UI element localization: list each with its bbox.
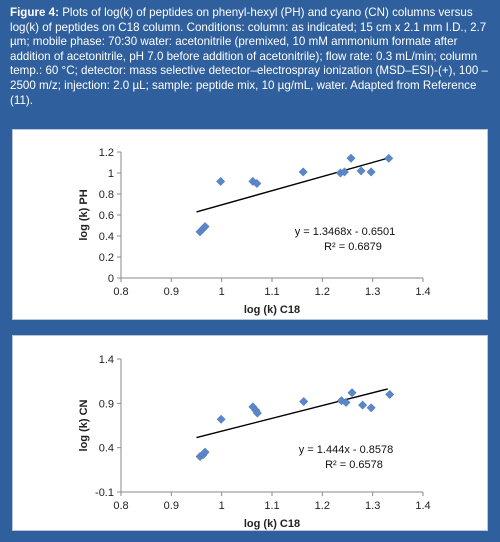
cn-equation: y = 1.444x - 0.8578 <box>299 444 393 456</box>
cn-x-tick-label: 1.4 <box>415 500 430 512</box>
ph-y-tick-label: 0 <box>108 273 114 285</box>
ph-y-axis-label: log (k) PH <box>78 189 90 240</box>
cn-data-point <box>341 397 351 408</box>
cn-data-point <box>358 400 368 410</box>
caption-body: Plots of log(k) of peptides on phenyl-he… <box>10 6 488 107</box>
ph-data-point <box>298 167 308 177</box>
cn-x-tick-label: 1.3 <box>365 500 380 512</box>
ph-x-tick-label: 0.8 <box>113 286 128 298</box>
cn-x-tick-label: 0.9 <box>164 500 179 512</box>
ph-x-tick-label: 1 <box>219 286 225 298</box>
cn-x-tick-label: 1.2 <box>315 500 330 512</box>
ph-r-squared: R² = 0.6879 <box>324 241 382 253</box>
ph-y-tick-label: 0.6 <box>99 210 114 222</box>
cn-x-tick-label: 1.1 <box>264 500 279 512</box>
cn-r-squared: R² = 0.6578 <box>325 459 383 471</box>
cn-data-point <box>252 408 262 418</box>
ph-y-tick-label: 1 <box>108 168 114 180</box>
cn-trendline <box>196 388 388 439</box>
cn-data-point <box>347 388 357 398</box>
cn-scatter-chart: -0.1 0.4 0.9 1.4 0.8 0.9 1 1.1 1.2 1.3 1.4 log (k) … <box>78 354 431 530</box>
ph-y-tick-label: 0.4 <box>99 231 114 243</box>
ph-data-point <box>200 221 210 232</box>
chart-panel-cn: -0.1 0.4 0.9 1.4 0.8 0.9 1 1.1 1.2 1.3 1.4 log (k) … <box>12 335 488 531</box>
cn-y-tick-label: 1.4 <box>99 354 114 366</box>
cn-x-tick-label: 0.8 <box>113 500 128 512</box>
ph-x-tick-label: 1.2 <box>315 286 330 298</box>
cn-data-point <box>385 389 395 400</box>
ph-data-point <box>384 153 394 163</box>
ph-x-tick-label: 1.1 <box>264 286 279 298</box>
ph-data-point <box>366 167 376 177</box>
ph-y-tick-label: 1.2 <box>99 147 114 159</box>
cn-y-axis-label: log (k) CN <box>78 399 90 451</box>
ph-y-tick-label: 0.8 <box>99 189 114 201</box>
ph-y-tick-label: 0.2 <box>99 252 114 264</box>
ph-x-tick-label: 0.9 <box>164 286 179 298</box>
ph-data-point <box>339 167 350 177</box>
ph-trendline <box>196 157 388 213</box>
ph-data-point <box>346 153 356 163</box>
cn-data-point <box>299 397 309 407</box>
cn-x-tick-label: 1 <box>219 500 225 512</box>
cn-data-point <box>366 403 376 413</box>
figure-caption: Figure 4: Plots of log(k) of peptides on… <box>10 6 492 108</box>
cn-data-point <box>200 447 210 457</box>
cn-data-point <box>216 414 226 424</box>
chart-panel-ph: 0 0.2 0.4 0.6 0.8 1 1.2 0.8 0.9 1 1.1 1.2 1.3 1.4 log … <box>12 129 488 320</box>
ph-x-axis-label: log (k) C18 <box>244 304 300 316</box>
cn-data-point <box>336 396 347 406</box>
cn-y-tick-label: 0.4 <box>99 443 114 455</box>
cn-x-axis-label: log (k) C18 <box>244 518 300 530</box>
caption-lead: Figure 4: <box>10 6 59 19</box>
cn-y-tick-label: -0.1 <box>95 487 114 499</box>
ph-data-point <box>216 176 226 186</box>
ph-data-point <box>252 178 262 189</box>
ph-x-tick-label: 1.3 <box>365 286 380 298</box>
cn-y-tick-label: 0.9 <box>99 398 114 410</box>
ph-scatter-chart: 0 0.2 0.4 0.6 0.8 1 1.2 0.8 0.9 1 1.1 1.2 1.3 1.4 log … <box>78 147 431 316</box>
ph-equation: y = 1.3468x - 0.6501 <box>295 226 396 238</box>
ph-x-tick-label: 1.4 <box>415 286 430 298</box>
ph-data-point <box>356 166 366 176</box>
